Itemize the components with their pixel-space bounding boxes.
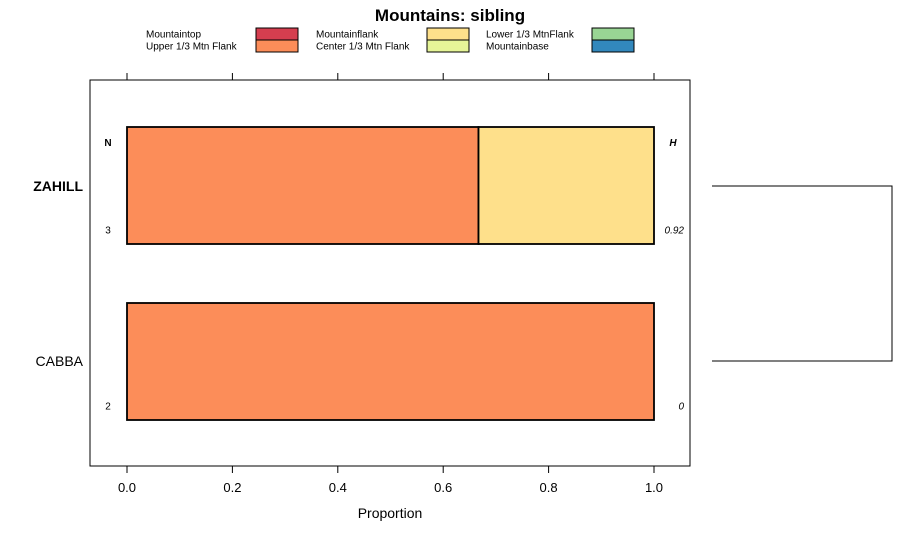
legend-label-upper-1-3-mtn-flank: Upper 1/3 Mtn Flank	[146, 42, 238, 53]
h-value-zahill: 0.92	[665, 226, 685, 237]
legend-label-center-1-3-mtn-flank: Center 1/3 Mtn Flank	[316, 42, 410, 53]
x-tick-label-0.4: 0.4	[329, 480, 347, 495]
legend-label-mountainbase: Mountainbase	[486, 42, 549, 53]
legend-label-lower-1-3-mtnflank: Lower 1/3 MtnFlank	[486, 30, 575, 41]
legend-swatch-upper-1-3-mtn-flank	[255, 39, 299, 53]
category-label-cabba: CABBA	[36, 353, 84, 369]
bar-zahill-upper-1-3-mtn-flank	[126, 126, 480, 245]
legend-label-mountaintop: Mountaintop	[146, 30, 201, 41]
n-value-cabba: 2	[105, 402, 111, 413]
x-tick-label-0.8: 0.8	[540, 480, 558, 495]
h-value-cabba: 0	[678, 402, 684, 413]
bar-cabba-upper-1-3-mtn-flank	[126, 302, 655, 421]
n-value-zahill: 3	[105, 226, 111, 237]
n-header: N	[104, 138, 111, 149]
legend-swatch-lower-1-3-mtnflank	[591, 27, 635, 41]
x-axis-title: Proportion	[358, 505, 423, 521]
plot-frame	[89, 79, 691, 467]
legend-label-mountainflank: Mountainflank	[316, 30, 379, 41]
category-label-zahill: ZAHILL	[33, 178, 83, 194]
annotations: ZAHILL 3 0.92 CABBA 2 0	[33, 178, 684, 413]
legend-swatch-center-1-3-mtn-flank	[426, 39, 470, 53]
h-header: H	[669, 138, 677, 149]
legend-swatch-mountaintop	[255, 27, 299, 41]
x-axis: 0.0 0.2 0.4 0.6 0.8 1.0	[118, 73, 663, 495]
x-tick-label-1.0: 1.0	[645, 480, 663, 495]
legend-swatch-mountainflank	[426, 27, 470, 41]
legend-swatch-mountainbase	[591, 39, 635, 53]
bars	[126, 126, 655, 421]
bar-zahill-mountainflank	[477, 126, 655, 245]
chart-title: Mountains: sibling	[375, 6, 525, 25]
x-tick-label-0.0: 0.0	[118, 480, 136, 495]
x-tick-label-0.2: 0.2	[223, 480, 241, 495]
x-tick-label-0.6: 0.6	[434, 480, 452, 495]
dendrogram	[712, 185, 893, 362]
